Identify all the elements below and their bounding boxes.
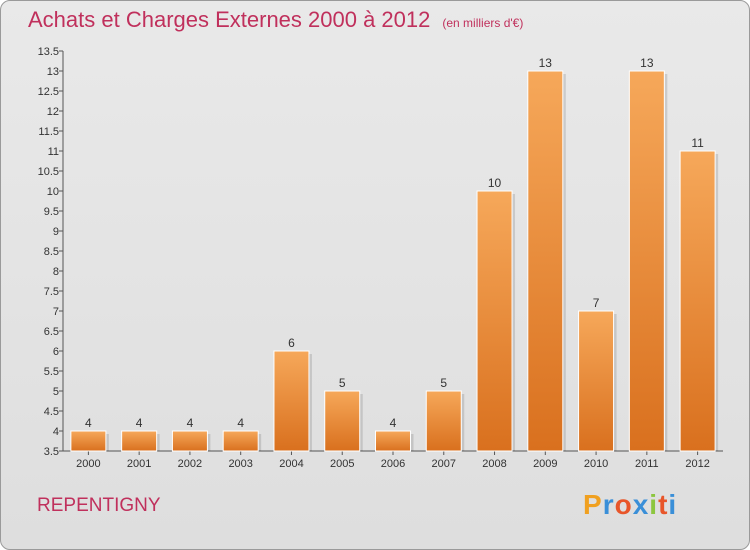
- data-label: 13: [640, 56, 654, 70]
- bar-2001: [121, 430, 158, 452]
- logo-letter: x: [632, 489, 650, 520]
- commune-name: REPENTIGNY: [37, 495, 161, 516]
- logo-letter: i: [668, 489, 678, 520]
- bar-2005: [324, 390, 361, 452]
- y-tick-label: 8.5: [44, 246, 59, 258]
- y-tick-label: 7: [53, 306, 59, 318]
- y-tick-label: 6: [53, 346, 59, 358]
- data-label: 4: [237, 416, 244, 430]
- logo-letter: i: [649, 489, 659, 520]
- title-block: Achats et Charges Externes 2000 à 2012 (…: [28, 7, 523, 33]
- bars: [70, 70, 719, 452]
- chart-subtitle: (en milliers d'€): [442, 16, 524, 30]
- bar-2010: [578, 310, 615, 452]
- bar-2000: [70, 430, 107, 452]
- bar-2011: [628, 70, 665, 452]
- data-label: 4: [136, 416, 143, 430]
- y-tick-label: 5: [53, 386, 59, 398]
- data-label: 13: [539, 56, 553, 70]
- y-tick-label: 8: [53, 266, 59, 278]
- bar-2012: [679, 150, 716, 452]
- y-tick-label: 4.5: [44, 406, 59, 418]
- y-tick-label: 5.5: [44, 366, 59, 378]
- logo-letter: o: [614, 489, 633, 520]
- bar-2004: [273, 350, 310, 452]
- x-tick-label: 2004: [279, 458, 303, 470]
- y-tick-label: 10.5: [38, 166, 59, 178]
- labels: 4 2000 4 2001 4 2002 4 2003 6 2004 5 2005 4 2006 5 2007…: [76, 56, 710, 470]
- y-tick-label: 13: [47, 66, 59, 78]
- x-tick-label: 2001: [127, 458, 151, 470]
- data-label: 5: [339, 376, 346, 390]
- x-tick-label: 2009: [533, 458, 557, 470]
- x-tick-label: 2005: [330, 458, 354, 470]
- chart-title: Achats et Charges Externes 2000 à 2012: [28, 7, 431, 32]
- x-tick-label: 2012: [685, 458, 709, 470]
- y-tick-label: 6.5: [44, 326, 59, 338]
- x-tick-label: 2002: [178, 458, 202, 470]
- logo-letter: P: [583, 489, 603, 520]
- data-label: 11: [691, 136, 704, 150]
- y-tick-label: 3.5: [44, 446, 59, 458]
- x-tick-label: 2006: [381, 458, 405, 470]
- bar-2009: [527, 70, 564, 452]
- axes: 3.5 4 4.5 5 5.5 6 6.5 7 7.5 8 8.5 9 9.5 10 10.5 11 11.5 1…: [38, 46, 723, 458]
- x-tick-label: 2011: [635, 458, 659, 470]
- bar-2002: [171, 430, 208, 452]
- y-tick-label: 11: [48, 146, 59, 158]
- x-tick-label: 2007: [432, 458, 456, 470]
- data-label: 7: [593, 296, 600, 310]
- data-label: 4: [390, 416, 397, 430]
- x-tick-label: 2010: [584, 458, 608, 470]
- y-tick-label: 9.5: [44, 206, 59, 218]
- data-label: 10: [488, 176, 502, 190]
- y-tick-label: 13.5: [38, 46, 59, 58]
- bar-2006: [375, 430, 411, 452]
- y-tick-label: 12: [47, 106, 59, 118]
- x-tick-label: 2000: [76, 458, 100, 470]
- proxiti-logo[interactable]: Proxiti: [583, 489, 677, 521]
- y-tick-label: 9: [53, 226, 59, 238]
- x-tick-label: 2008: [482, 458, 506, 470]
- bar-2003: [222, 430, 259, 452]
- data-label: 4: [85, 416, 92, 430]
- logo-letter: t: [658, 489, 669, 520]
- y-tick-label: 12.5: [38, 86, 59, 98]
- y-tick-label: 10: [47, 186, 59, 198]
- y-tick-label: 11.5: [38, 126, 59, 138]
- y-tick-label: 7.5: [44, 286, 59, 298]
- data-label: 6: [288, 336, 295, 350]
- bar-2008: [476, 190, 513, 452]
- y-tick-label: 4: [53, 426, 59, 438]
- data-label: 5: [440, 376, 447, 390]
- x-tick-label: 2003: [228, 458, 252, 470]
- logo-letter: r: [602, 489, 615, 520]
- data-label: 4: [187, 416, 194, 430]
- bar-2007: [425, 390, 462, 452]
